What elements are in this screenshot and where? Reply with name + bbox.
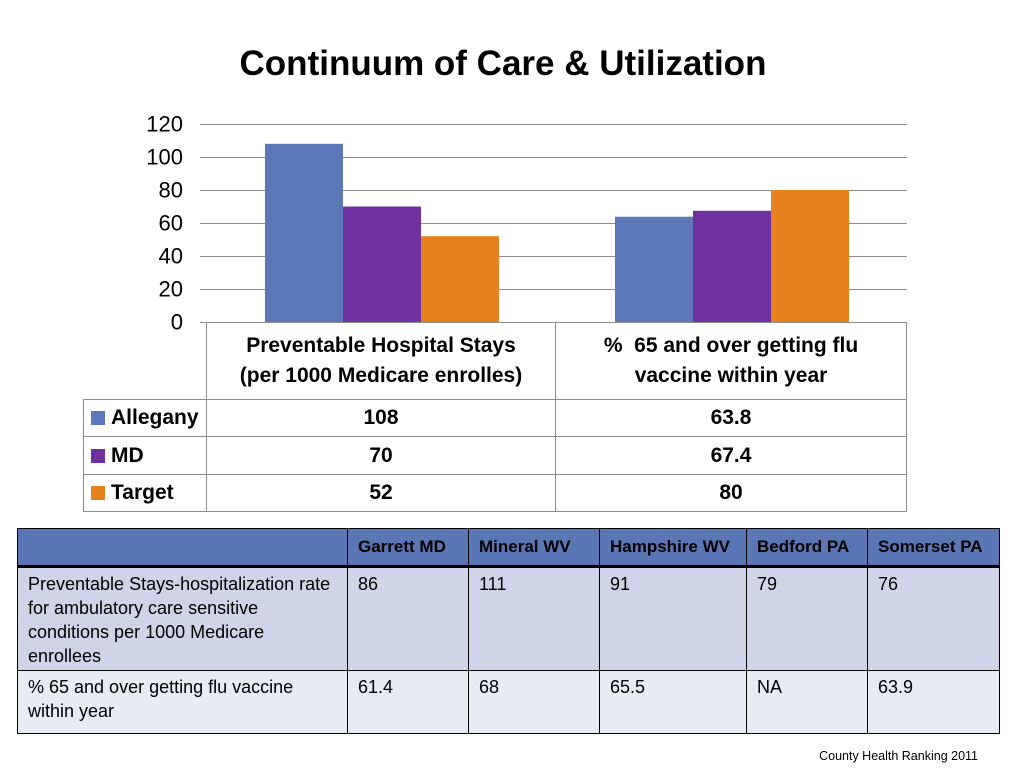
data-value: 67.4	[556, 437, 907, 475]
row-label: Preventable Stays-hospitalization rate f…	[17, 566, 348, 671]
column-header	[17, 528, 348, 568]
legend-entry-md: MD	[83, 437, 207, 475]
legend-label: Target	[111, 481, 174, 504]
legend-swatch-md	[91, 448, 105, 463]
bars	[265, 143, 849, 322]
legend-swatch-allegany	[91, 411, 105, 425]
bar-allegany-1	[265, 143, 343, 322]
column-header: Garrett MD	[347, 528, 469, 568]
bar-target-2	[771, 190, 849, 322]
y-tick-label: 80	[159, 178, 183, 203]
category-header-2: % 65 and over getting flu vaccine within…	[556, 322, 907, 400]
column-header: Somerset PA	[867, 528, 1000, 568]
table-row: Preventable Stays-hospitalization rate f…	[17, 566, 1000, 671]
legend-entry-allegany: Allegany	[83, 400, 207, 437]
legend-swatch-target	[91, 486, 105, 500]
table-cell: 63.9	[867, 670, 1000, 734]
column-header: Hampshire WV	[599, 528, 747, 568]
y-tick-label: 20	[159, 277, 183, 302]
y-tick-label: 120	[146, 112, 183, 137]
data-value: 63.8	[556, 400, 907, 437]
slide-title: Continuum of Care & Utilization	[239, 44, 767, 83]
y-tick-label: 40	[159, 244, 183, 269]
chart-svg: 0 20 40 60 80 100 120	[146, 112, 907, 335]
chart-data-table: Preventable Hospital Stays (per 1000 Med…	[83, 322, 907, 512]
data-value: 80	[556, 475, 907, 512]
table-cell: 79	[746, 566, 868, 671]
county-comparison-table: Garrett MD Mineral WV Hampshire WV Bedfo…	[17, 528, 1000, 734]
category-header-1: Preventable Hospital Stays (per 1000 Med…	[207, 322, 556, 400]
row-label: % 65 and over getting flu vaccine within…	[17, 670, 348, 734]
table-cell: 76	[867, 566, 1000, 671]
bar-allegany-2	[615, 216, 693, 322]
table-header-row: Garrett MD Mineral WV Hampshire WV Bedfo…	[17, 528, 1000, 568]
table-cell: 91	[599, 566, 747, 671]
data-value: 108	[207, 400, 556, 437]
legend-entry-target: Target	[83, 475, 207, 512]
table-cell: NA	[746, 670, 868, 734]
bar-target-1	[421, 236, 499, 322]
category-label: % 65 and over getting flu vaccine within…	[603, 334, 865, 387]
data-value: 52	[207, 475, 556, 512]
table-cell: 65.5	[599, 670, 747, 734]
data-table-corner	[83, 322, 207, 400]
legend-label: Allegany	[111, 406, 199, 429]
y-tick-label: 100	[146, 145, 183, 170]
y-axis-labels: 0 20 40 60 80 100 120	[146, 112, 183, 335]
table-cell: 61.4	[347, 670, 469, 734]
column-header: Bedford PA	[746, 528, 868, 568]
category-label: Preventable Hospital Stays (per 1000 Med…	[239, 334, 523, 387]
table-cell: 111	[468, 566, 600, 671]
table-cell: 68	[468, 670, 600, 734]
bar-md-1	[343, 206, 421, 322]
data-value: 70	[207, 437, 556, 475]
legend-label: MD	[111, 443, 144, 467]
y-tick-label: 60	[159, 211, 183, 236]
source-note: County Health Ranking 2011	[819, 749, 978, 763]
table-row: % 65 and over getting flu vaccine within…	[17, 670, 1000, 734]
y-tick-label: 0	[171, 310, 183, 335]
table-cell: 86	[347, 566, 469, 671]
bar-md-2	[693, 210, 771, 322]
column-header: Mineral WV	[468, 528, 600, 568]
